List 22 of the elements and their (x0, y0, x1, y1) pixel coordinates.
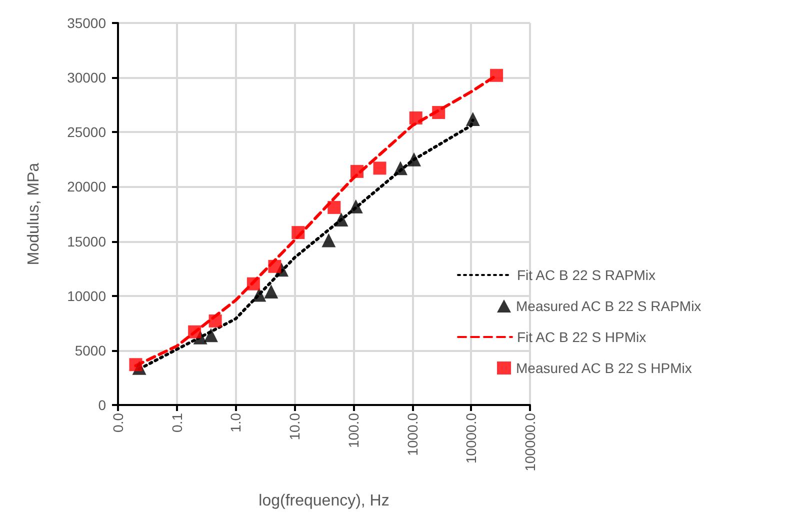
x-tick-label: 100.0 (345, 412, 362, 448)
legend-label: Fit AC B 22 S HPMix (517, 329, 646, 345)
x-tick-label: 10000.0 (463, 412, 480, 464)
y-tick-label: 10000 (67, 288, 106, 304)
y-axis-title: Modulus, MPa (26, 162, 42, 266)
x-tick-label: 1000.0 (404, 412, 420, 456)
x-axis-title: log(frequency), Hz (258, 492, 390, 510)
x-tick-label: 100000.0 (522, 412, 538, 472)
x-tick-label: 0.0 (110, 412, 126, 432)
x-tick-label: 1.0 (228, 412, 244, 432)
legend-label: Fit AC B 22 S RAPMix (517, 267, 656, 283)
y-tick-label: 20000 (67, 178, 106, 195)
y-tick-label: 35000 (67, 15, 106, 31)
y-tick-label: 15000 (67, 233, 106, 250)
x-tick-label: 0.1 (168, 412, 185, 432)
legend-label: Measured AC B 22 S RAPMix (516, 298, 702, 314)
x-tick-label: 10.0 (286, 412, 303, 440)
legend-label: Measured AC B 22 S HPMix (516, 360, 692, 376)
y-tick-label: 25000 (67, 124, 106, 140)
y-tick-label: 5000 (74, 342, 106, 358)
y-tick-label: 0 (98, 397, 106, 413)
y-tick-label: 30000 (67, 70, 106, 86)
